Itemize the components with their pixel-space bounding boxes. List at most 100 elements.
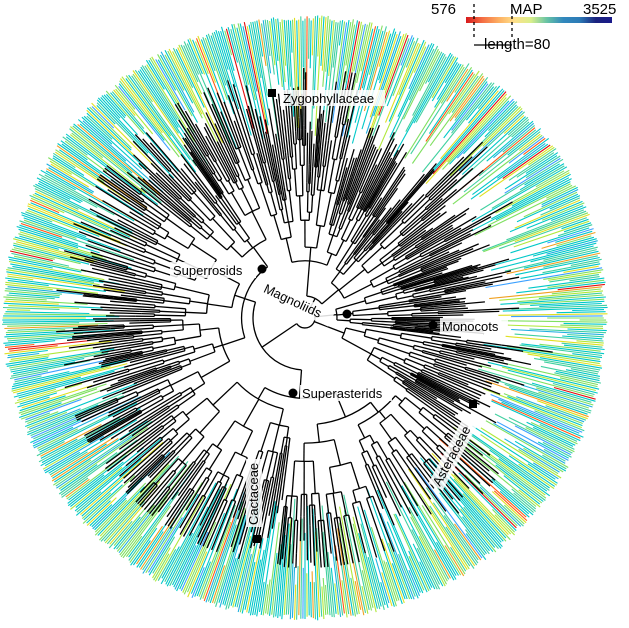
branch bbox=[223, 338, 245, 345]
branch bbox=[286, 438, 287, 446]
branch bbox=[422, 431, 438, 446]
branch bbox=[190, 429, 196, 435]
branch bbox=[269, 109, 279, 168]
branch bbox=[194, 344, 212, 349]
branch bbox=[214, 345, 223, 348]
branch bbox=[281, 210, 284, 223]
legend-min-value: 576 bbox=[431, 1, 456, 18]
branch bbox=[162, 330, 184, 332]
branch bbox=[310, 247, 311, 261]
branch bbox=[296, 131, 297, 144]
branch bbox=[300, 140, 301, 166]
branch bbox=[154, 299, 164, 300]
branch bbox=[300, 196, 301, 221]
branch bbox=[392, 453, 406, 475]
branch bbox=[238, 176, 243, 187]
branch bbox=[117, 392, 136, 400]
branch bbox=[207, 444, 213, 452]
branch bbox=[142, 342, 152, 344]
branch bbox=[367, 498, 370, 508]
branch bbox=[318, 521, 319, 540]
superrosids-node-marker bbox=[258, 265, 267, 274]
branch bbox=[163, 418, 174, 426]
tip-branch bbox=[2, 323, 79, 325]
branch bbox=[279, 409, 283, 425]
zygophyllaceae-node-marker bbox=[268, 89, 276, 97]
branch bbox=[253, 170, 258, 184]
branch bbox=[283, 150, 284, 159]
branch bbox=[217, 421, 235, 447]
branch bbox=[154, 233, 165, 239]
branch bbox=[307, 261, 310, 296]
branch bbox=[287, 427, 289, 438]
branch bbox=[110, 301, 141, 304]
branch bbox=[262, 324, 297, 348]
branch bbox=[175, 336, 201, 341]
tip-branch bbox=[564, 323, 607, 324]
tip-branch bbox=[226, 29, 253, 129]
branch bbox=[179, 359, 189, 363]
branch bbox=[344, 135, 350, 157]
branch bbox=[331, 272, 340, 283]
branch bbox=[442, 345, 471, 351]
branch bbox=[174, 411, 183, 418]
branch bbox=[146, 245, 178, 260]
branch bbox=[285, 507, 286, 517]
branch bbox=[396, 292, 404, 294]
branch bbox=[409, 356, 434, 365]
branch bbox=[289, 191, 293, 222]
branch bbox=[111, 328, 124, 329]
branch bbox=[201, 228, 210, 236]
branch bbox=[223, 452, 235, 475]
branch bbox=[331, 513, 334, 532]
tip-branch bbox=[498, 314, 607, 316]
branch bbox=[234, 477, 243, 501]
branch bbox=[353, 491, 356, 503]
branch bbox=[346, 328, 366, 333]
branch bbox=[340, 264, 346, 272]
branch bbox=[400, 228, 425, 247]
branch bbox=[162, 294, 190, 299]
branch bbox=[436, 208, 469, 230]
branch bbox=[372, 467, 376, 476]
branch bbox=[178, 472, 195, 495]
branch bbox=[447, 147, 488, 185]
branch bbox=[327, 254, 332, 266]
branch bbox=[366, 486, 370, 497]
tip-branch bbox=[308, 506, 310, 615]
tip-branch bbox=[312, 18, 313, 55]
branch bbox=[135, 275, 145, 278]
branch bbox=[353, 314, 388, 316]
branch bbox=[162, 429, 174, 439]
branch bbox=[367, 451, 374, 466]
tip-branch bbox=[519, 490, 541, 507]
tip-branch bbox=[297, 566, 299, 620]
branch bbox=[313, 144, 314, 167]
branch bbox=[153, 297, 164, 299]
branch bbox=[326, 140, 331, 176]
branch bbox=[291, 134, 293, 157]
superasterids-label: Superasterids bbox=[302, 386, 383, 401]
branch bbox=[467, 308, 519, 310]
branch bbox=[466, 355, 508, 365]
legend-title: MAP bbox=[510, 1, 543, 18]
branch bbox=[309, 122, 310, 165]
branch bbox=[315, 515, 317, 552]
branch bbox=[171, 208, 191, 225]
branch bbox=[111, 326, 124, 327]
branch bbox=[139, 311, 160, 312]
branch bbox=[99, 281, 130, 287]
branch bbox=[286, 238, 292, 262]
branch bbox=[110, 313, 142, 314]
branch bbox=[404, 291, 415, 294]
branch bbox=[319, 493, 321, 520]
branch bbox=[403, 164, 436, 203]
branch bbox=[258, 388, 265, 399]
tip-branch bbox=[500, 297, 606, 304]
branch bbox=[332, 137, 336, 159]
branch bbox=[162, 337, 174, 339]
branch bbox=[440, 308, 468, 310]
branch bbox=[183, 324, 200, 325]
branch bbox=[321, 166, 324, 190]
branch bbox=[315, 505, 316, 515]
